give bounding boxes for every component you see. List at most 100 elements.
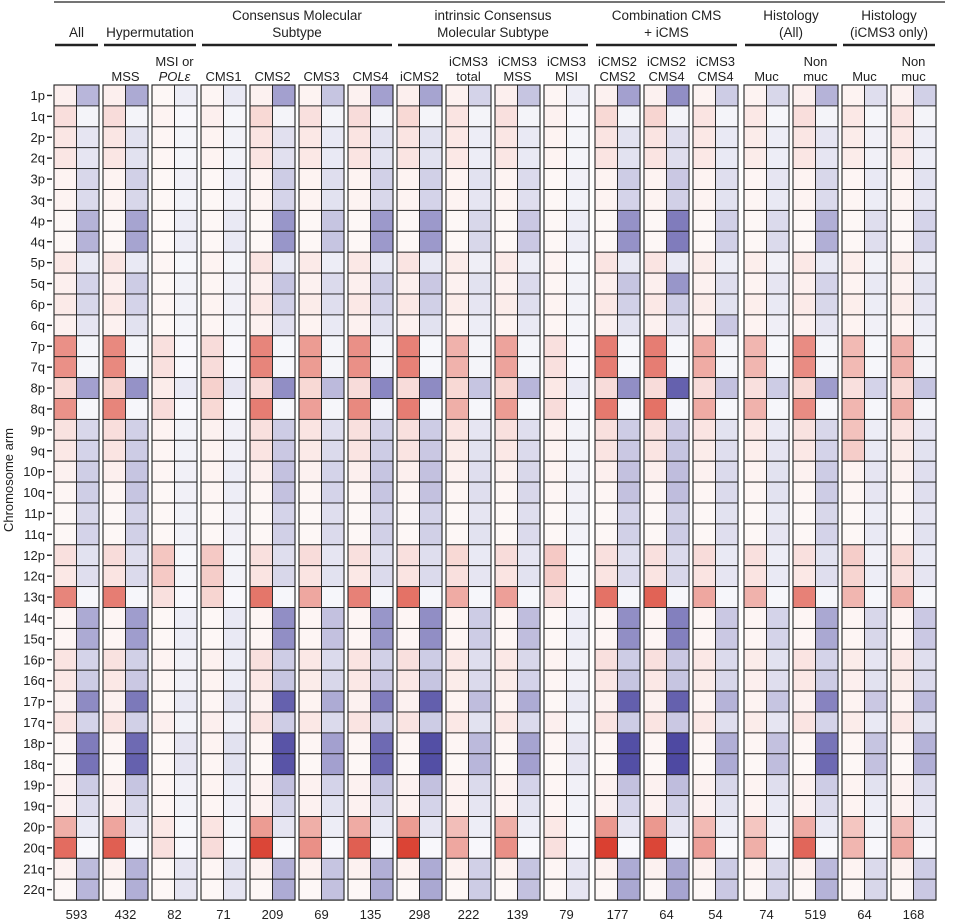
column-label-line2: Muc [852,69,877,84]
loss-tile [419,690,443,713]
loss-tile [715,857,739,880]
loss-tile [223,836,247,859]
loss-tile [272,126,296,149]
gain-tile [543,356,567,379]
row-label: 22q [23,882,45,897]
gain-tile [151,627,175,650]
column-label-line2: MSI [555,69,578,84]
loss-tile [913,126,937,149]
gain-tile [841,753,865,776]
gain-tile [200,774,224,797]
loss-tile [272,774,296,797]
gain-tile [102,711,126,734]
loss-tile [321,126,345,149]
row-label: 2q [31,151,45,166]
loss-tile [815,209,839,232]
loss-tile [913,607,937,629]
gain-tile [543,460,567,483]
loss-tile [419,627,443,650]
gain-tile [743,878,767,901]
gain-tile [151,795,175,817]
loss-tile [766,439,790,462]
loss-tile [370,481,394,504]
gain-tile [151,314,175,337]
gain-tile [743,460,767,483]
gain-tile [692,314,716,337]
gain-tile [841,230,865,253]
gain-tile [792,314,816,337]
loss-tile [666,753,690,776]
gain-tile [53,502,77,525]
gain-tile [792,398,816,420]
sample-size-label: 82 [167,907,181,922]
loss-tile [76,836,100,859]
gain-tile [53,377,77,399]
column-frame [445,84,492,901]
loss-tile [125,816,149,838]
loss-tile [321,251,345,274]
loss-tile [272,335,296,358]
group-header-line1: intrinsic Consensus [434,8,551,23]
loss-tile [321,502,345,525]
loss-tile [125,335,149,358]
gain-tile [692,565,716,588]
gain-tile [445,168,469,190]
loss-tile [766,84,790,107]
loss-tile [174,105,198,128]
gain-tile [151,398,175,420]
gain-tile [841,502,865,525]
gain-tile [347,272,371,295]
loss-tile [666,481,690,504]
loss-tile [913,523,937,546]
loss-tile [517,335,541,358]
loss-tile [419,356,443,379]
loss-tile [617,84,641,107]
row-label: 10q [23,485,45,500]
loss-tile [223,189,247,211]
gain-tile [643,126,667,149]
loss-tile [272,857,296,880]
row-label: 7q [31,360,45,375]
row-labels: 1p1q2p2q3p3q4p4q5p5q6p6q7p7q8p8q9p9q10p1… [23,88,52,897]
gain-tile [445,105,469,128]
gain-tile [249,753,273,776]
loss-tile [913,314,937,337]
gain-tile [298,523,322,546]
gain-tile [200,84,224,107]
loss-tile [815,293,839,316]
gain-tile [543,105,567,128]
gain-tile [298,189,322,211]
loss-tile [617,711,641,734]
gain-tile [743,753,767,776]
gain-tile [841,607,865,629]
gain-tile [792,251,816,274]
gain-tile [445,857,469,880]
gain-tile [494,398,518,420]
gain-tile [249,189,273,211]
gain-tile [102,502,126,525]
gain-tile [543,126,567,149]
loss-tile [913,690,937,713]
gain-tile [643,753,667,776]
loss-tile [766,251,790,274]
loss-tile [815,857,839,880]
loss-tile [566,711,590,734]
gain-tile [643,523,667,546]
column-frame [298,84,345,901]
loss-tile [272,293,296,316]
column-frame [102,84,149,901]
gain-tile [200,753,224,776]
loss-tile [370,732,394,755]
loss-tile [272,732,296,755]
gain-tile [890,356,914,379]
gain-tile [200,732,224,755]
gain-tile [643,565,667,588]
loss-tile [666,690,690,713]
loss-tile [223,84,247,107]
sample-size-label: 71 [216,907,230,922]
loss-tile [272,105,296,128]
loss-tile [370,209,394,232]
loss-tile [468,126,492,149]
loss-tile [864,105,888,128]
